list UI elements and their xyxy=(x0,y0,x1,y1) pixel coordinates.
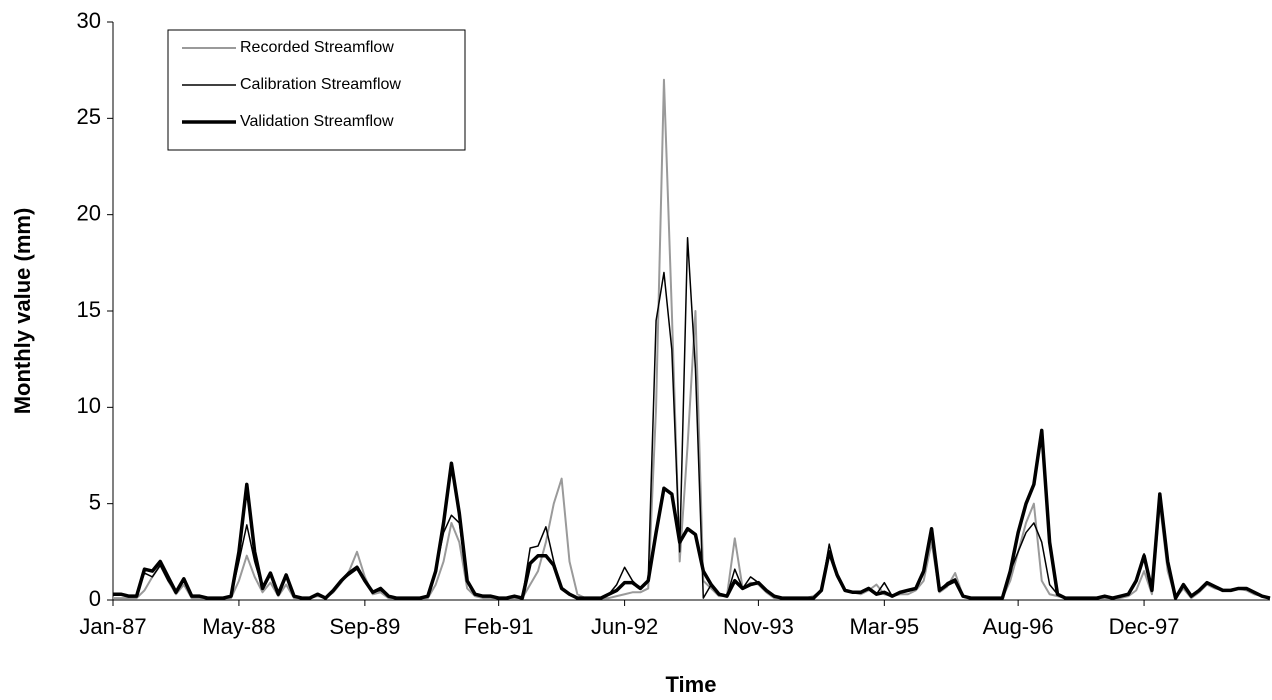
series-line xyxy=(113,428,1271,600)
y-tick-label: 30 xyxy=(77,8,101,33)
series-line xyxy=(113,78,1271,600)
legend-label: Calibration Streamflow xyxy=(240,76,401,93)
legend-box xyxy=(167,29,466,151)
x-tick-label: Jun-92 xyxy=(591,614,658,639)
x-tick-label: Nov-93 xyxy=(723,614,794,639)
y-tick-label: 15 xyxy=(77,297,101,322)
series-line xyxy=(113,237,1271,599)
x-tick-label: Jan-87 xyxy=(79,614,146,639)
y-tick-label: 5 xyxy=(89,489,101,514)
legend-label: Recorded Streamflow xyxy=(240,39,394,56)
x-tick-label: Mar-95 xyxy=(849,614,919,639)
y-tick-label: 20 xyxy=(77,200,101,225)
x-tick-label: Sep-89 xyxy=(329,614,400,639)
x-axis-title: Time xyxy=(666,672,717,697)
x-tick-label: Aug-96 xyxy=(983,614,1054,639)
legend-label: Validation Streamflow xyxy=(240,113,394,130)
y-tick-label: 10 xyxy=(77,393,101,418)
x-tick-label: Feb-91 xyxy=(464,614,534,639)
x-tick-label: May-88 xyxy=(202,614,275,639)
legend: Recorded Streamflow Calibration Streamflo… xyxy=(167,29,466,151)
y-axis-title: Monthly value (mm) xyxy=(10,208,35,415)
x-tick-label: Dec-97 xyxy=(1109,614,1180,639)
y-tick-label: 0 xyxy=(89,586,101,611)
y-tick-label: 25 xyxy=(77,104,101,129)
